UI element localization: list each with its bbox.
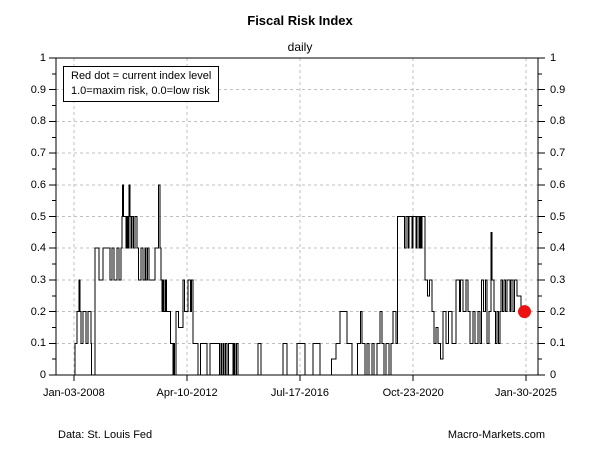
y-tick-label-right: 0.3 xyxy=(550,273,566,286)
x-tick-label: Apr-10-2012 xyxy=(156,387,218,399)
x-tick-label: Jan-03-2008 xyxy=(42,387,105,399)
y-tick-label-left: 0.5 xyxy=(30,210,46,223)
x-tick-label: Jan-30-2025 xyxy=(495,387,557,399)
y-tick-label-left: 0 xyxy=(39,369,46,381)
legend-box: Red dot = current index level 1.0=maxim … xyxy=(63,66,220,102)
y-tick-label-left: 0.3 xyxy=(30,273,46,286)
y-tick-label-right: 0.2 xyxy=(550,305,566,318)
chart-title: Fiscal Risk Index xyxy=(247,13,353,28)
current-value-dot xyxy=(518,305,532,319)
y-tick-label-left: 0.9 xyxy=(30,83,46,96)
index-series-line xyxy=(56,184,525,376)
legend-line-2: 1.0=maxim risk, 0.0=low risk xyxy=(71,85,210,97)
y-tick-label-left: 1 xyxy=(39,52,46,64)
plot-area xyxy=(49,57,545,381)
y-tick-label-left: 0.7 xyxy=(30,147,46,160)
y-tick-label-right: 0 xyxy=(550,369,557,381)
y-tick-label-right: 0.9 xyxy=(550,83,566,96)
chart-subtitle: daily xyxy=(287,40,313,54)
x-tick-label: Oct-23-2020 xyxy=(382,387,444,399)
y-tick-label-right: 0.8 xyxy=(550,115,566,128)
y-tick-label-left: 0.4 xyxy=(30,242,46,255)
legend-line-1: Red dot = current index level xyxy=(71,70,212,82)
y-tick-label-right: 0.5 xyxy=(550,210,566,223)
x-tick-label: Jul-17-2016 xyxy=(270,387,329,399)
y-tick-label-right: 0.1 xyxy=(550,337,566,350)
y-tick-label-left: 0.6 xyxy=(30,178,46,191)
y-tick-label-right: 1 xyxy=(550,52,557,64)
watermark: Macro-Markets.com xyxy=(447,429,545,441)
y-tick-label-left: 0.2 xyxy=(30,305,46,318)
data-source-note: Data: St. Louis Fed xyxy=(58,429,153,441)
y-tick-label-right: 0.6 xyxy=(550,178,566,191)
y-tick-label-right: 0.4 xyxy=(550,242,566,255)
y-tick-label-left: 0.1 xyxy=(30,337,46,350)
y-tick-label-right: 0.7 xyxy=(550,147,566,160)
y-tick-label-left: 0.8 xyxy=(30,115,46,128)
